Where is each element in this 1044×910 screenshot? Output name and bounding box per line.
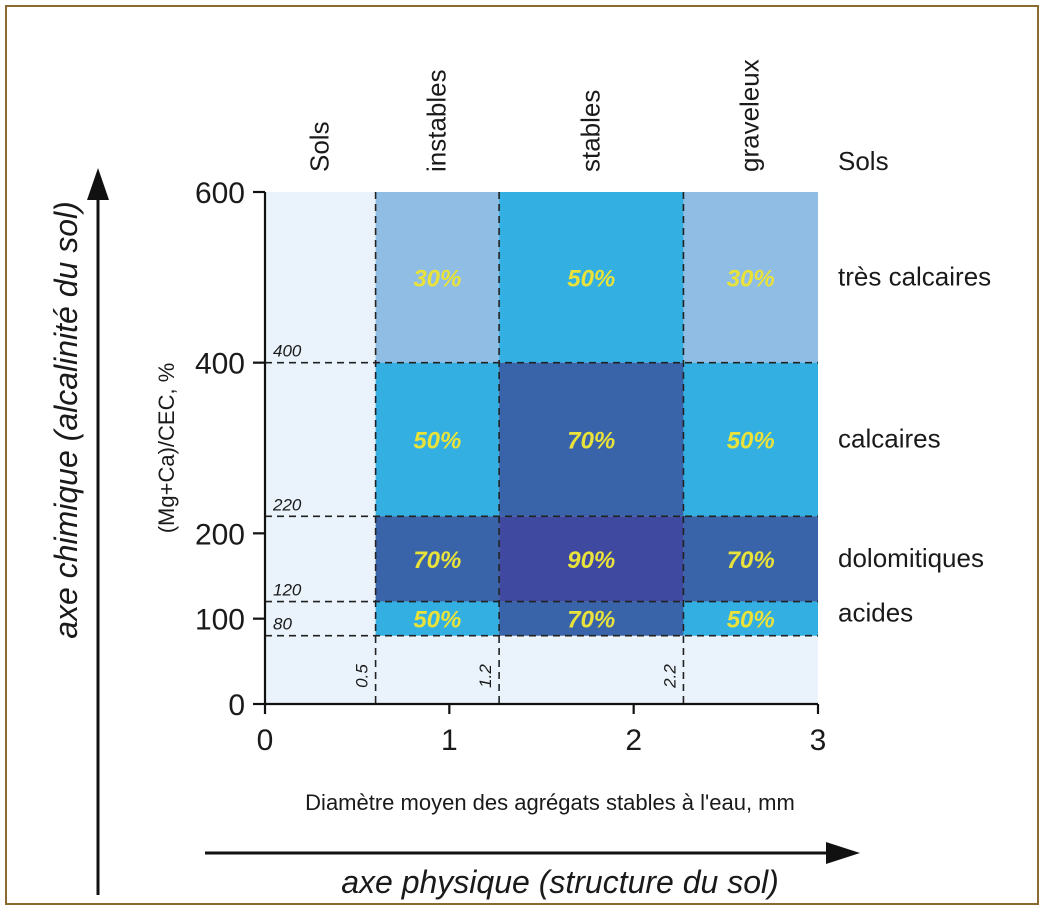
x-threshold-label: 2.2 bbox=[660, 664, 679, 689]
column-header-label: graveleux bbox=[735, 59, 765, 172]
x-tick-label: 1 bbox=[441, 724, 458, 757]
cell-value-label: 50% bbox=[413, 607, 461, 634]
x-threshold-label: 1.2 bbox=[476, 664, 495, 688]
x-axis-label: Diamètre moyen des agrégats stables à l'… bbox=[305, 790, 795, 815]
column-header-label: Sols bbox=[304, 121, 334, 172]
y-tick-label: 200 bbox=[195, 518, 245, 551]
cell-value-label: 30% bbox=[727, 265, 775, 292]
chemical-axis-title: axe chimique (alcalinité du sol) bbox=[48, 201, 84, 639]
x-threshold-label: 0.5 bbox=[353, 664, 372, 688]
row-label: dolomitiques bbox=[838, 543, 984, 573]
cell-value-label: 70% bbox=[567, 607, 615, 634]
y-tick-label: 400 bbox=[195, 348, 245, 381]
cell-value-label: 70% bbox=[727, 547, 775, 574]
y-threshold-label: 400 bbox=[273, 342, 302, 361]
x-tick-label: 2 bbox=[625, 724, 642, 757]
y-threshold-label: 80 bbox=[273, 615, 292, 634]
cell-value-label: 70% bbox=[567, 427, 615, 454]
cell-value-label: 30% bbox=[413, 265, 461, 292]
cell-value-label: 50% bbox=[567, 265, 615, 292]
row-label: très calcaires bbox=[838, 261, 991, 291]
row-label: acides bbox=[838, 598, 913, 628]
y-threshold-label: 220 bbox=[272, 495, 302, 514]
y-threshold-label: 120 bbox=[273, 581, 302, 600]
y-tick-label: 0 bbox=[228, 689, 245, 722]
row-label: calcaires bbox=[838, 423, 941, 453]
cell-value-label: 50% bbox=[727, 607, 775, 634]
y-axis-label: (Mg+Ca)/CEC, % bbox=[154, 363, 179, 534]
y-tick-label: 600 bbox=[195, 177, 245, 210]
physical-axis-title: axe physique (structure du sol) bbox=[341, 864, 779, 900]
x-tick-label: 0 bbox=[257, 724, 274, 757]
column-header-label: stables bbox=[575, 90, 605, 172]
y-tick-label: 100 bbox=[195, 604, 245, 637]
row-group-header: Sols bbox=[838, 146, 889, 176]
cell-value-label: 50% bbox=[413, 427, 461, 454]
x-tick-label: 3 bbox=[810, 724, 827, 757]
cell-value-label: 70% bbox=[413, 547, 461, 574]
cell-value-label: 90% bbox=[567, 547, 615, 574]
column-header-label: instables bbox=[421, 69, 451, 172]
cell-value-label: 50% bbox=[727, 427, 775, 454]
